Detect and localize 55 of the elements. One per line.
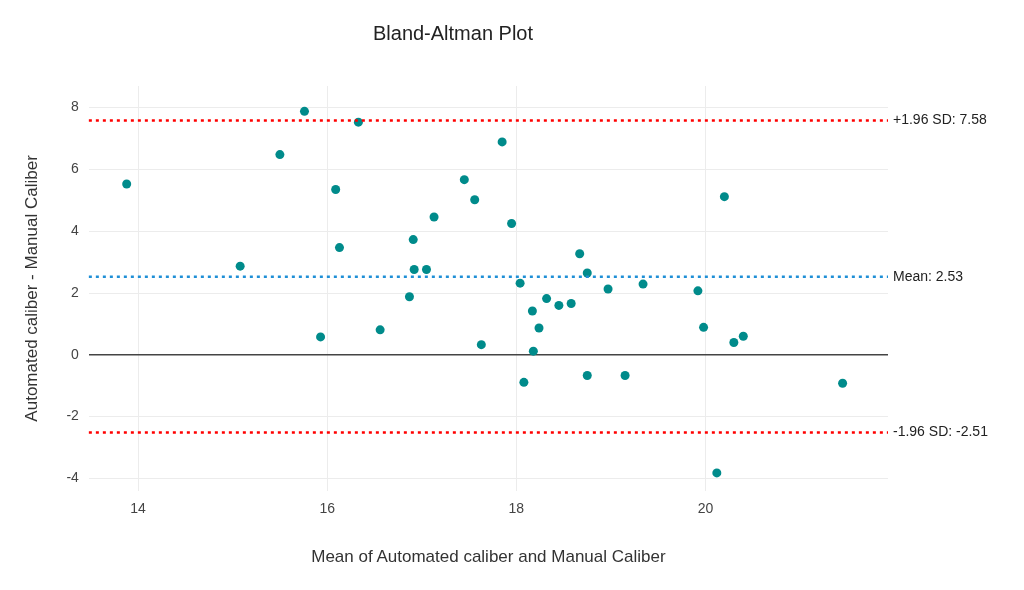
- point: [519, 377, 529, 387]
- x-tick-label: 20: [697, 500, 714, 517]
- point: [459, 175, 469, 185]
- point: [497, 137, 507, 147]
- point: [712, 468, 722, 478]
- point: [408, 235, 418, 245]
- y-tick-label: 0: [71, 345, 80, 362]
- point: [554, 300, 564, 310]
- point: [542, 294, 552, 304]
- y-tick-label: 8: [71, 98, 80, 115]
- y-tick-label: 4: [71, 222, 80, 239]
- point: [719, 192, 729, 202]
- y-tick-label: 6: [71, 160, 80, 177]
- x-tick-label: 16: [319, 500, 336, 517]
- point: [528, 346, 538, 356]
- point: [838, 378, 848, 388]
- point: [699, 322, 709, 332]
- point: [527, 306, 537, 316]
- point: [409, 265, 419, 275]
- x-axis-title: Mean of Automated caliber and Manual Caliber: [311, 547, 666, 567]
- y-tick-label: -2: [66, 407, 80, 424]
- point: [122, 179, 132, 189]
- point: [729, 337, 739, 347]
- point: [404, 292, 414, 302]
- point: [331, 185, 341, 195]
- point: [566, 299, 576, 309]
- chart-title: Bland-Altman Plot: [372, 21, 534, 44]
- point: [316, 332, 326, 342]
- x-tick-label: 14: [130, 500, 147, 517]
- point: [429, 212, 439, 222]
- point: [693, 286, 703, 296]
- y-tick-label: 2: [71, 283, 80, 300]
- point: [603, 284, 613, 294]
- point: [476, 340, 486, 350]
- point: [235, 261, 245, 271]
- ref-line-label: -1.96 SD: -2.51: [893, 423, 989, 440]
- point: [738, 331, 748, 341]
- ref-line-label: Mean: 2.53: [893, 267, 964, 284]
- y-tick-label: -4: [66, 469, 80, 486]
- point: [534, 323, 544, 333]
- point: [620, 371, 630, 381]
- point: [375, 325, 385, 335]
- x-tick-label: 18: [508, 500, 525, 517]
- point: [334, 243, 344, 253]
- point: [515, 278, 525, 288]
- point: [638, 279, 648, 289]
- point: [507, 219, 517, 229]
- point: [421, 265, 431, 275]
- point: [299, 106, 309, 116]
- ref-line-label: +1.96 SD: 7.58: [893, 111, 987, 128]
- y-axis-title: Automated caliber - Manual Caliber: [21, 154, 41, 422]
- point: [582, 371, 592, 381]
- point: [275, 150, 285, 160]
- point: [575, 249, 585, 259]
- point: [470, 195, 480, 205]
